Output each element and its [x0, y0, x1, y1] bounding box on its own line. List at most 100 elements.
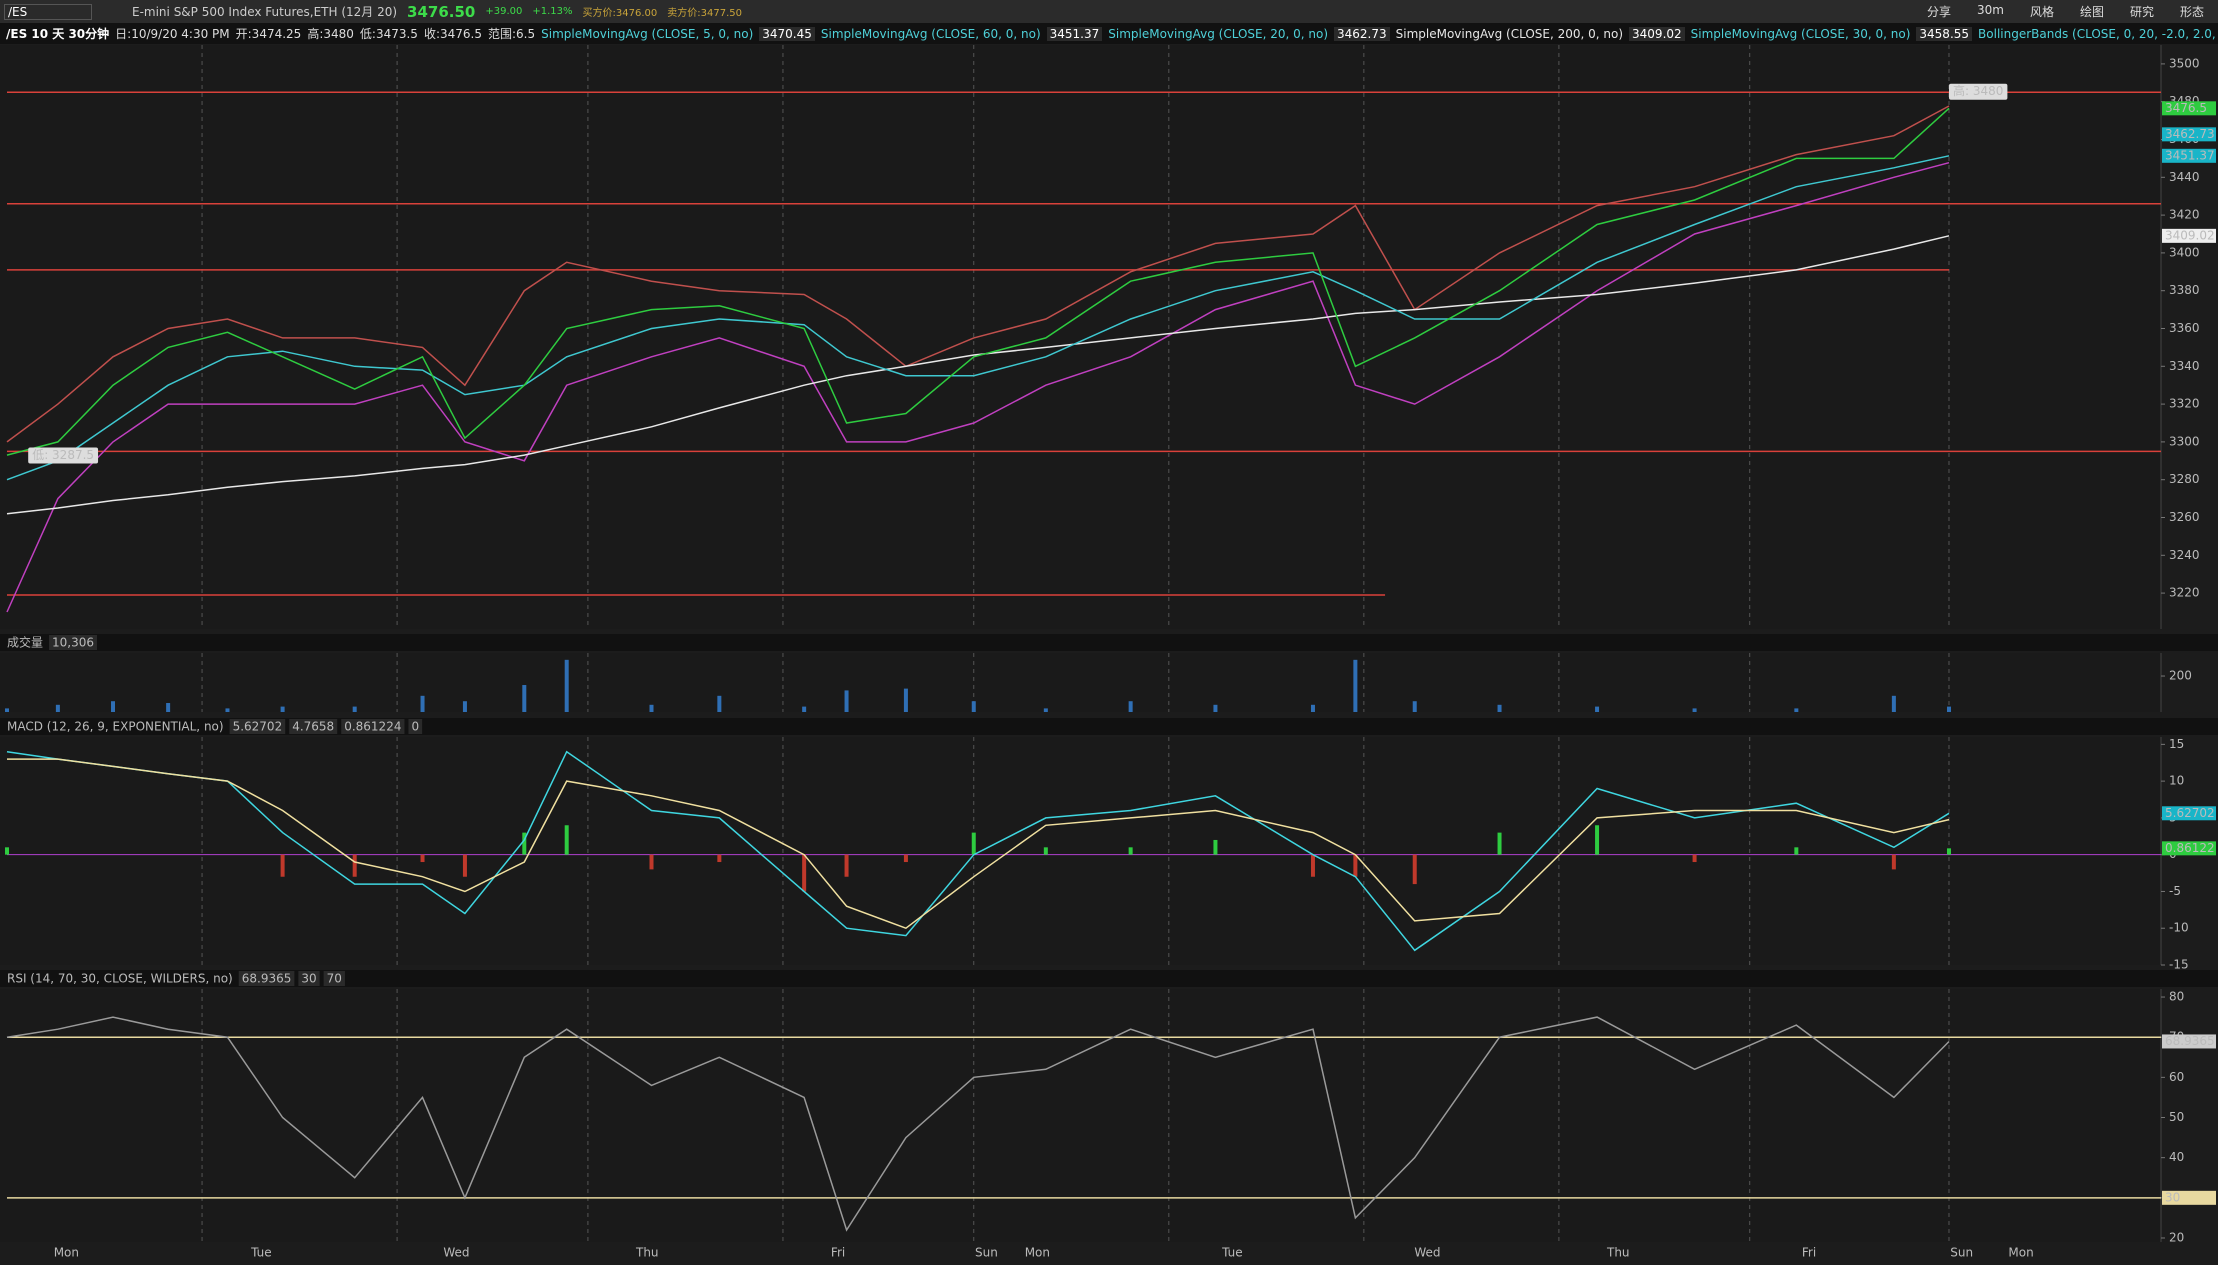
volume-bar: [1128, 701, 1133, 712]
x-tick-label: Sun: [1950, 1246, 1973, 1260]
panel-header-bg: [0, 970, 2218, 987]
study-value: 3451.37: [1046, 26, 1103, 41]
volume-bar: [1497, 704, 1502, 712]
panel-value: 70: [327, 972, 342, 986]
study-label: SimpleMovingAvg (CLOSE, 30, 0, no): [1690, 26, 1911, 41]
toolbar-button[interactable]: 形态: [2179, 5, 2204, 19]
histogram-bar: [1213, 839, 1218, 855]
study-label: SimpleMovingAvg (CLOSE, 60, 0, no): [820, 26, 1041, 41]
panel-bg: [0, 989, 2161, 1242]
histogram-bar: [1128, 847, 1133, 855]
histogram-bar: [649, 854, 654, 870]
toolbar-button[interactable]: 风格: [2029, 5, 2054, 19]
study-row: /ES 10 天 30分钟 日:10/9/20 4:30 PM 开:3474.2…: [0, 23, 2218, 44]
histogram-bar: [420, 854, 425, 863]
panel-title: 成交量: [7, 635, 43, 650]
panel-value: 0.861224: [344, 720, 401, 734]
x-tick-label: Thu: [1606, 1246, 1630, 1260]
histogram-bar: [522, 832, 527, 855]
y-tick-label: 3420: [2169, 208, 2200, 222]
y-tick-label: 80: [2169, 990, 2184, 1004]
price-tag-label: 3462.73: [2165, 127, 2215, 141]
toolbar-buttons: 分享 30m 风格 绘图 研究 形态: [1901, 3, 2204, 20]
annotation-box: [28, 447, 99, 464]
volume-bar: [564, 659, 569, 712]
y-tick-label: -10: [2169, 921, 2189, 935]
histogram-bar: [717, 854, 722, 863]
panel-value-box: [408, 719, 423, 734]
panel-value-box: [229, 719, 286, 734]
volume-bar: [352, 706, 357, 712]
series-line: [6, 105, 1950, 443]
toolbar-button[interactable]: 30m: [1976, 3, 2004, 17]
volume-bar: [280, 706, 285, 712]
annotation-box: [1948, 83, 2008, 100]
y-tick-label: 3440: [2169, 170, 2200, 184]
histogram-bar: [1043, 847, 1048, 855]
study-value: 3462.73: [1334, 26, 1390, 41]
histogram-bar: [844, 854, 849, 877]
bar-range: 范围:6.5: [488, 27, 536, 41]
y-tick-label: 3360: [2169, 321, 2200, 335]
toolbar-button[interactable]: 研究: [2129, 5, 2154, 19]
histogram-bar: [564, 825, 569, 855]
volume-bar: [1412, 701, 1417, 712]
panel-value-box: [341, 719, 405, 734]
series-line: [6, 750, 1950, 952]
panel-value: 4.7658: [292, 720, 334, 734]
price-tag: [2162, 101, 2216, 116]
price-tag-label: 3476.5: [2165, 101, 2207, 115]
y-tick-label: 3340: [2169, 359, 2200, 373]
volume-bar: [903, 688, 908, 712]
histogram-bar: [352, 854, 357, 877]
price-tag: [2162, 841, 2216, 856]
bar-open: 开:3474.25: [235, 27, 302, 41]
panel-title: MACD (12, 26, 9, EXPONENTIAL, no): [7, 720, 224, 734]
volume-bar: [1595, 706, 1600, 712]
volume-bar: [111, 701, 116, 712]
ask: 卖方价:3477.50: [667, 8, 743, 19]
volume-bar: [1946, 706, 1951, 712]
volume-bar: [1213, 704, 1218, 712]
volume-bar: [522, 685, 527, 712]
study-label: SimpleMovingAvg (CLOSE, 5, 0, no): [541, 26, 754, 41]
y-tick-label: 60: [2169, 1070, 2184, 1084]
x-tick-label: Wed: [443, 1246, 469, 1260]
price-tag: [2162, 228, 2216, 243]
volume-bar: [649, 704, 654, 712]
panel-value: 10,306: [52, 636, 94, 650]
y-tick-label: 3240: [2169, 548, 2200, 562]
histogram-bar: [462, 854, 467, 877]
y-tick-label: 3320: [2169, 397, 2200, 411]
histogram-bar: [280, 854, 285, 877]
toolbar-button[interactable]: 分享: [1926, 5, 1951, 19]
y-tick-label: 3260: [2169, 510, 2200, 524]
price-tag: [2162, 806, 2216, 821]
toolbar: /ES E-mini S&P 500 Index Futures,ETH (12…: [0, 0, 2218, 23]
volume-bar: [225, 708, 230, 712]
volume-bar: [420, 695, 425, 712]
histogram-bar: [802, 854, 807, 892]
volume-bar: [1891, 695, 1896, 712]
histogram-bar: [1310, 854, 1315, 877]
bar-high: 高:3480: [307, 27, 354, 41]
histogram-bar: [1497, 832, 1502, 855]
histogram-bar: [1353, 854, 1358, 877]
series-line: [6, 161, 1950, 613]
price-tag-label: 68.9365: [2165, 1034, 2215, 1048]
study-label: BollingerBands (CLOSE, 0, 20, -2.0, 2.0,…: [1978, 26, 2218, 41]
study-value: 3409.02: [1629, 26, 1685, 41]
volume-bar: [971, 701, 976, 712]
study-label: SimpleMovingAvg (CLOSE, 20, 0, no): [1108, 26, 1329, 41]
histogram-bar: [1891, 854, 1896, 870]
change-pct: +1.13%: [532, 6, 573, 17]
panel-value: 68.9365: [242, 972, 292, 986]
panel-bg: [0, 653, 2161, 712]
panel-value-box: [298, 971, 320, 986]
symbol-input[interactable]: /ES: [4, 3, 92, 20]
study-value: 3470.45: [759, 26, 815, 41]
toolbar-button[interactable]: 绘图: [2079, 5, 2104, 19]
bar-date: 日:10/9/20 4:30 PM: [115, 27, 230, 41]
y-tick-label: 20: [2169, 1230, 2184, 1244]
histogram-bar: [5, 847, 9, 855]
